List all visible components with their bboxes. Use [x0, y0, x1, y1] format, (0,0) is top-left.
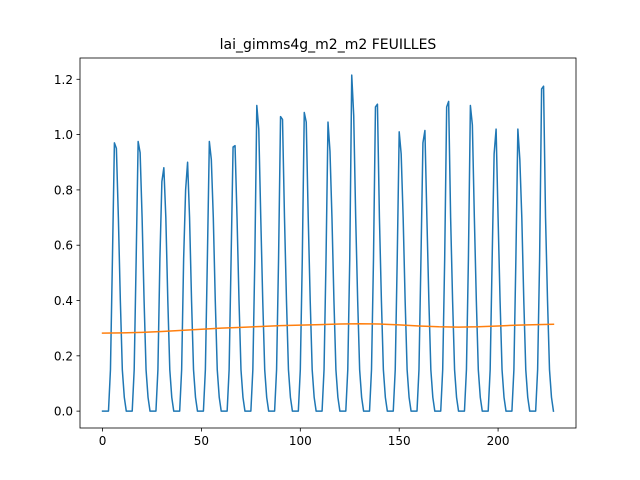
- y-tick-label: 0.0: [54, 405, 73, 419]
- x-tick-label: 150: [388, 434, 411, 448]
- x-axis: 0 50 100 150 200: [99, 428, 510, 448]
- y-tick-label: 0.6: [54, 239, 73, 253]
- chart-title: lai_gimms4g_m2_m2 FEUILLES: [220, 37, 437, 53]
- y-tick-label: 0.2: [54, 349, 73, 363]
- x-tick-label: 200: [487, 434, 510, 448]
- y-tick-label: 1.2: [54, 73, 73, 87]
- series-layer: [101, 74, 555, 412]
- y-tick-label: 0.4: [54, 294, 73, 308]
- series-line-2: [101, 323, 555, 334]
- series-line-1: [101, 74, 555, 412]
- y-axis: 0.0 0.2 0.4 0.6 0.8 1.0 1.2: [54, 73, 80, 419]
- x-tick-label: 0: [99, 434, 107, 448]
- x-tick-label: 100: [289, 434, 312, 448]
- axes-frame: [79, 57, 577, 429]
- y-tick-label: 1.0: [54, 128, 73, 142]
- x-tick-label: 50: [194, 434, 209, 448]
- y-tick-label: 0.8: [54, 183, 73, 197]
